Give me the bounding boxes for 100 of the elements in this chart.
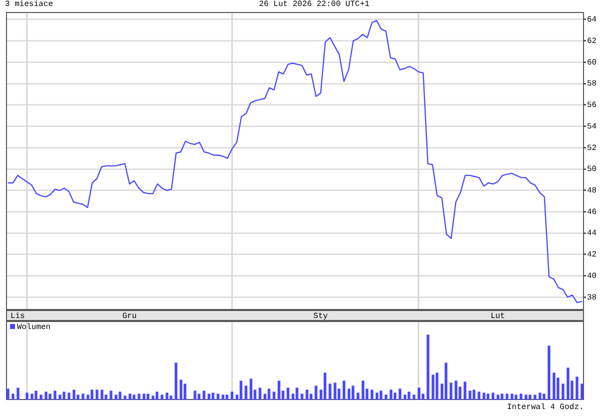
bar [58,394,62,400]
x-tick-label: Gru [122,312,137,321]
bar [174,362,178,400]
bar [90,390,94,400]
bar [356,392,360,400]
bar [468,390,472,400]
chart-subtitle: 26 Lut 2026 22:00 UTC+1 [259,0,370,10]
bar [510,394,514,400]
bar [48,394,52,400]
bar [404,394,406,400]
bar [268,388,270,400]
bar [376,392,378,400]
bar [258,388,262,400]
bar [482,392,486,400]
bar [40,394,42,400]
bar [398,388,402,400]
bar [390,390,392,400]
y-tick-label: 38 [587,293,597,302]
bar [110,390,112,400]
bar [118,392,122,400]
y-tick-label: 52 [587,144,597,153]
bar [198,394,200,400]
bar [500,394,504,400]
bar [152,396,154,400]
bar [216,394,220,400]
legend-label: Wolumen [17,323,51,332]
bar [496,394,500,400]
bar [444,362,448,400]
bar [250,378,252,400]
y-tick-label: 48 [587,186,597,196]
bar [146,394,150,400]
y-tick-label: 40 [587,272,597,281]
bar [54,390,56,400]
bar [100,390,104,400]
bar [418,388,420,400]
bar [394,392,396,400]
bar [362,380,364,400]
y-tick-label: 44 [587,229,597,238]
bar [114,394,118,400]
bar [348,388,350,400]
text: Interwal 4 Godz. [507,403,584,413]
y-tick-label: 42 [587,250,597,260]
bar [454,380,458,400]
bar [222,394,224,400]
bar [96,390,98,400]
bar [72,390,76,400]
y-tick-label: 58 [587,80,597,89]
bar [230,392,234,400]
bar [412,394,416,400]
bar [324,372,326,400]
bar [184,384,186,400]
bar [208,394,210,400]
bar [128,394,132,400]
bar [6,388,10,400]
bar [506,394,508,400]
bar [450,382,452,400]
bar [26,392,28,400]
bar [300,394,304,400]
bar [580,384,584,400]
bar [166,392,168,400]
bar [432,374,434,400]
bar [180,380,182,400]
y-tick-label: 64 [587,16,597,25]
y-tick-label: 62 [587,36,597,46]
y-tick-label: 56 [587,101,597,110]
bar [272,392,276,400]
bar [212,392,214,400]
bar [16,388,20,400]
bar [124,396,126,400]
bar [138,394,140,400]
bar [370,390,374,400]
bar [464,382,466,400]
bar [82,394,84,400]
bar [534,394,536,400]
bar [478,392,480,400]
y-tick-label: 60 [587,58,597,68]
bar [380,390,382,400]
bar [334,382,336,400]
bar [132,394,136,400]
y-tick-label: 50 [587,165,597,174]
bar [278,380,280,400]
x-tick-label: Sty [313,312,328,321]
bar [538,392,542,400]
bar [202,390,206,400]
y-tick-label: 46 [587,208,597,217]
bar [142,394,146,400]
bar [524,394,528,400]
bar [240,380,242,400]
x-tick-label: Lut [490,312,505,321]
bar [194,390,196,400]
bar [34,390,38,400]
bar [548,346,550,400]
bar [562,384,564,400]
bar [226,394,228,400]
bar [244,386,248,400]
bar [436,372,438,400]
bar [170,396,172,400]
bar [576,376,578,400]
bar [160,394,164,400]
bar [384,394,388,400]
